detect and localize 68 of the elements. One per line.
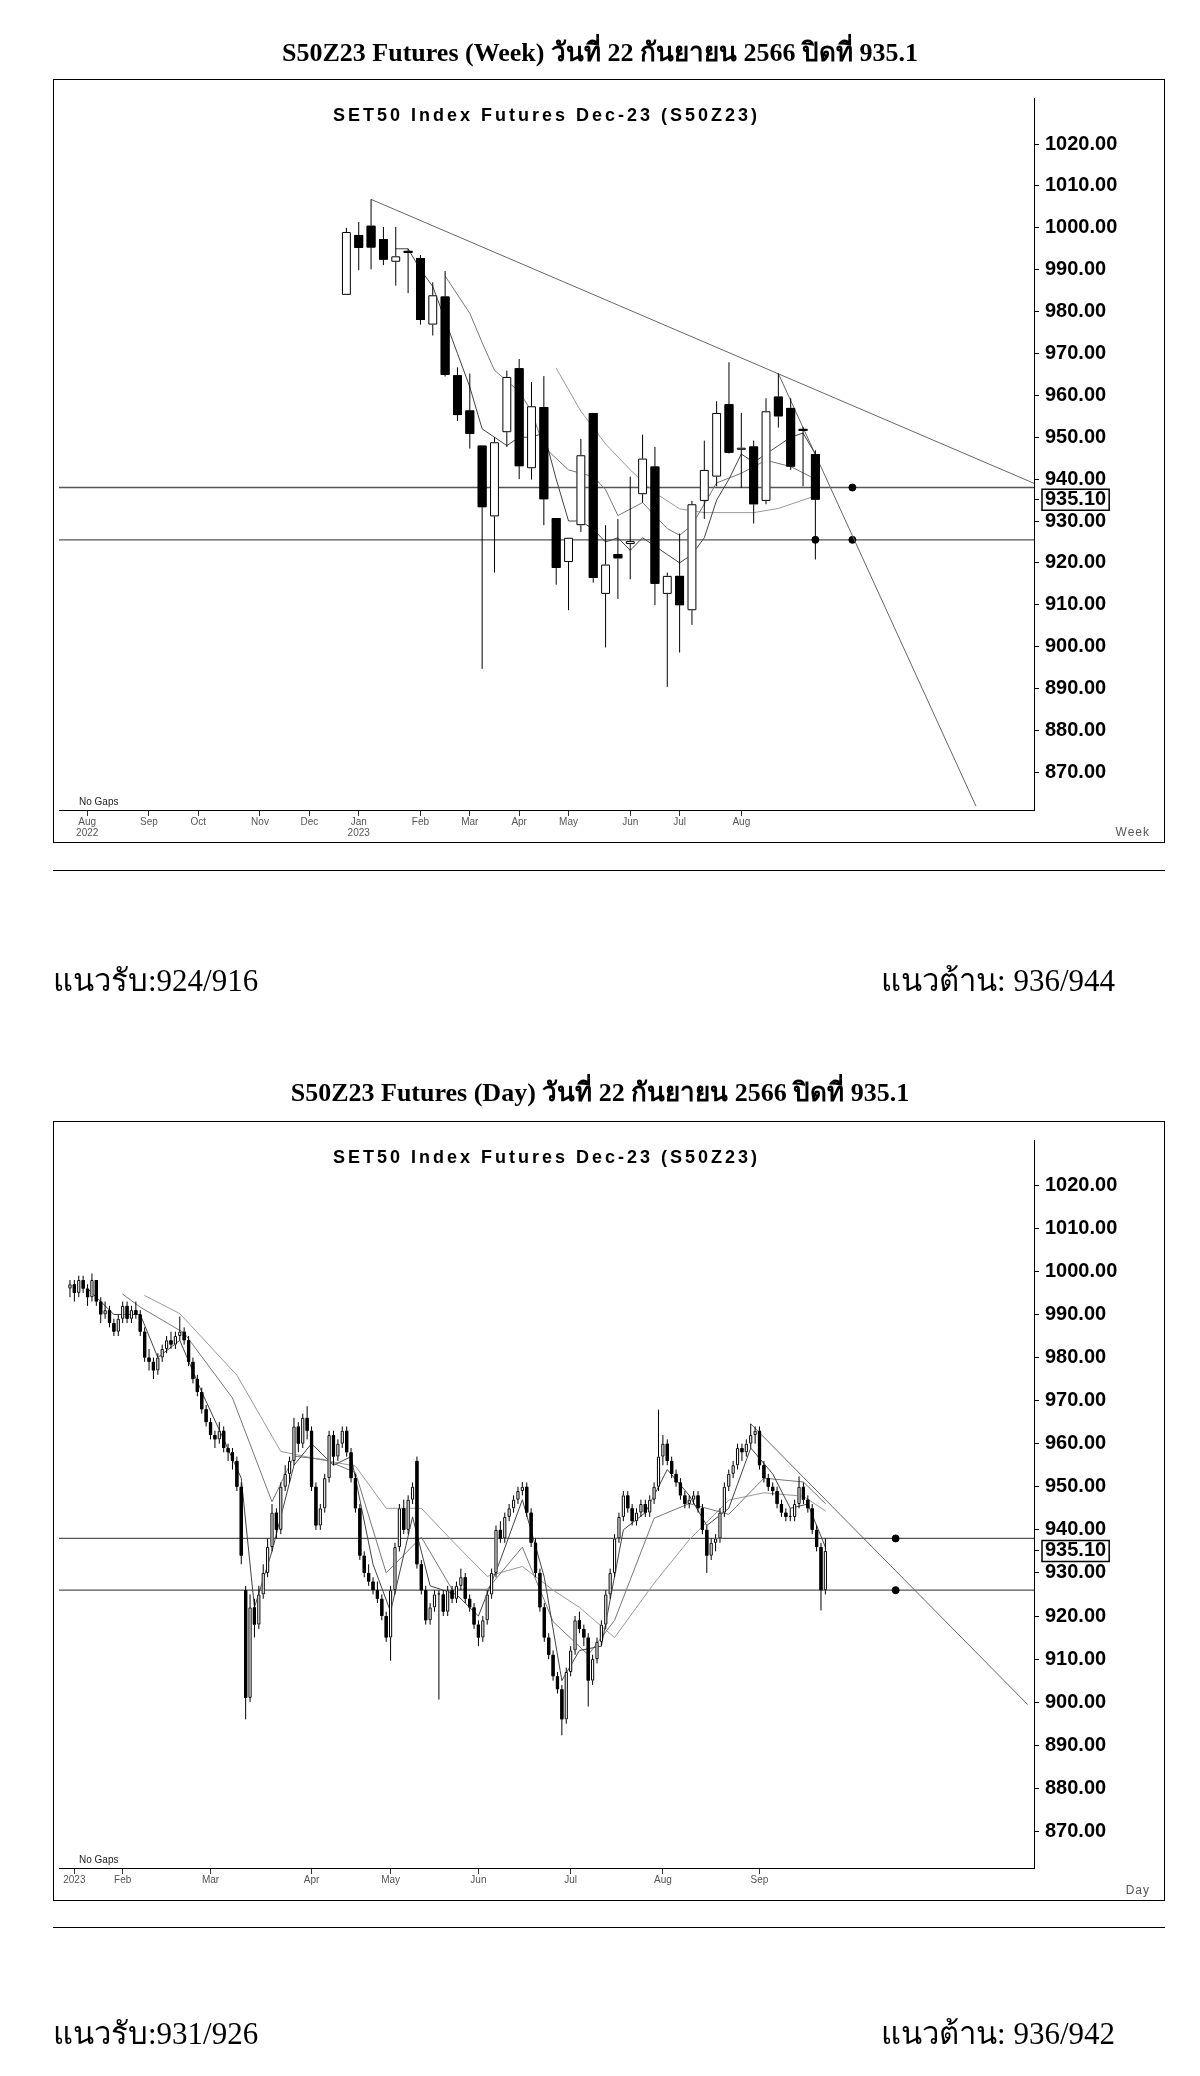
- y-tick-label: 930.00: [1045, 1560, 1107, 1583]
- y-tick-label: 1010.00: [1045, 1215, 1118, 1238]
- y-tick-label: 970.00: [1045, 1388, 1107, 1411]
- y-tick-label: 940.00: [1045, 1517, 1107, 1540]
- chart-title: S50Z23 Futures (Week) วันที่ 22 กันยายน 2566 ปิดที่ 935.1: [281, 36, 919, 69]
- y-tick-label: 940.00: [1045, 466, 1107, 489]
- annotation: No Gaps: [79, 1853, 119, 1865]
- x-tick-label: Feb: [114, 1874, 132, 1886]
- y-tick-label: 960.00: [1045, 1431, 1107, 1454]
- y-tick-label: 880.00: [1045, 717, 1107, 740]
- text: แนวต้าน: 936/942: [881, 2015, 1115, 2053]
- chart-subtitle: SET50 Index Futures Dec-23 (S50Z23): [332, 1146, 761, 1167]
- y-tick-label: 880.00: [1045, 1775, 1107, 1798]
- y-tick-label: 920.00: [1045, 1603, 1107, 1626]
- x-tick-label: Mar: [461, 816, 480, 828]
- y-tick-label: 950.00: [1045, 1474, 1107, 1497]
- x-tick-label: Aug: [732, 816, 751, 828]
- x-tick-label: Jul: [673, 816, 687, 828]
- x-tick-label: Nov: [251, 816, 269, 828]
- y-tick-label: 920.00: [1045, 550, 1107, 573]
- y-tick-label: 870.00: [1045, 759, 1107, 782]
- x-tick-label: Jan 2023: [347, 816, 371, 839]
- y-tick-label: 990.00: [1045, 1301, 1107, 1324]
- x-tick-label: Sep: [750, 1874, 769, 1886]
- annotation: No Gaps: [79, 795, 119, 807]
- y-tick-label: 890.00: [1045, 1732, 1107, 1755]
- chart-title: S50Z23 Futures (Day) วันที่ 22 กันยายน 2566 ปิดที่ 935.1: [289, 1076, 911, 1109]
- y-tick-label: 910.00: [1045, 592, 1107, 615]
- x-tick-label: May: [559, 816, 578, 828]
- y-tick-label: 1000.00: [1045, 1258, 1118, 1281]
- text: แนวรับ:931/926: [53, 2015, 259, 2053]
- x-axis-title: Day: [1125, 1883, 1150, 1898]
- y-tick-label: 950.00: [1045, 424, 1107, 447]
- y-tick-label: 1000.00: [1045, 215, 1118, 238]
- y-tick-label: 1010.00: [1045, 173, 1118, 196]
- x-tick-label: Sep: [140, 816, 159, 828]
- y-tick-label: 935.10: [1045, 1538, 1107, 1561]
- y-tick-label: 1020.00: [1045, 131, 1118, 154]
- x-tick-label: Mar: [201, 1874, 220, 1886]
- chart-subtitle: SET50 Index Futures Dec-23 (S50Z23): [332, 104, 761, 125]
- x-tick-label: Jul: [564, 1874, 578, 1886]
- y-tick-label: 910.00: [1045, 1646, 1107, 1669]
- y-tick-label: 935.10: [1045, 487, 1107, 510]
- x-tick-label: Dec: [300, 816, 319, 828]
- x-tick-label: Aug: [653, 1874, 672, 1886]
- y-tick-label: 930.00: [1045, 508, 1107, 531]
- x-tick-label: Jun: [622, 816, 639, 828]
- x-tick-label: Oct: [190, 816, 207, 828]
- y-tick-label: 960.00: [1045, 382, 1107, 405]
- text: แนวต้าน: 936/944: [881, 962, 1115, 1000]
- y-tick-label: 980.00: [1045, 299, 1107, 322]
- x-tick-label: Jun: [470, 1874, 487, 1886]
- x-axis-title: Week: [1115, 825, 1150, 840]
- y-tick-label: 980.00: [1045, 1345, 1107, 1368]
- y-tick-label: 1020.00: [1045, 1172, 1118, 1195]
- text: แนวรับ:924/916: [53, 962, 259, 1000]
- y-tick-label: 990.00: [1045, 257, 1107, 280]
- y-tick-label: 900.00: [1045, 634, 1107, 657]
- y-tick-label: 870.00: [1045, 1818, 1107, 1841]
- y-tick-label: 970.00: [1045, 341, 1107, 363]
- x-tick-label: May: [381, 1874, 401, 1886]
- y-tick-label: 890.00: [1045, 676, 1107, 699]
- x-tick-label: 2023: [63, 1874, 86, 1886]
- y-tick-label: 900.00: [1045, 1689, 1107, 1712]
- x-tick-label: Feb: [411, 816, 430, 828]
- x-tick-label: Aug 2022: [76, 816, 99, 839]
- x-tick-label: Apr: [303, 1874, 320, 1886]
- x-tick-label: Apr: [511, 816, 528, 828]
